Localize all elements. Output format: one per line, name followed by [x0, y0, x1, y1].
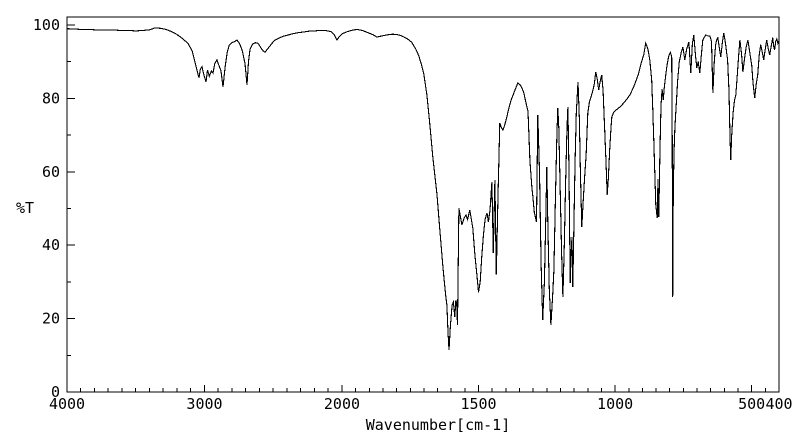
y-tick-label: 40 — [42, 236, 60, 254]
y-tick-label: 60 — [42, 163, 60, 181]
x-tick-label: 2000 — [324, 395, 360, 413]
y-axis-label: %T — [16, 199, 35, 217]
x-axis-label: Wavenumber[cm-1] — [365, 416, 511, 434]
x-tick-label: 500 — [738, 395, 765, 413]
tick-labels: 0 20 40 60 80 100 4000 3000 2000 1500 1000 500 400 — [33, 16, 793, 413]
ir-transmittance-trace — [66, 27, 780, 351]
y-tick-label: 80 — [42, 89, 60, 107]
y-tick-label: 100 — [33, 16, 60, 34]
x-tick-label: 1000 — [597, 395, 633, 413]
y-tick-label: 20 — [42, 310, 60, 328]
x-tick-label: 400 — [765, 395, 792, 413]
axis-ticks — [66, 24, 780, 393]
x-tick-label: 1500 — [460, 395, 496, 413]
y-tick-label: 0 — [51, 383, 60, 401]
x-tick-label: 4000 — [49, 395, 85, 413]
x-tick-label: 3000 — [186, 395, 222, 413]
